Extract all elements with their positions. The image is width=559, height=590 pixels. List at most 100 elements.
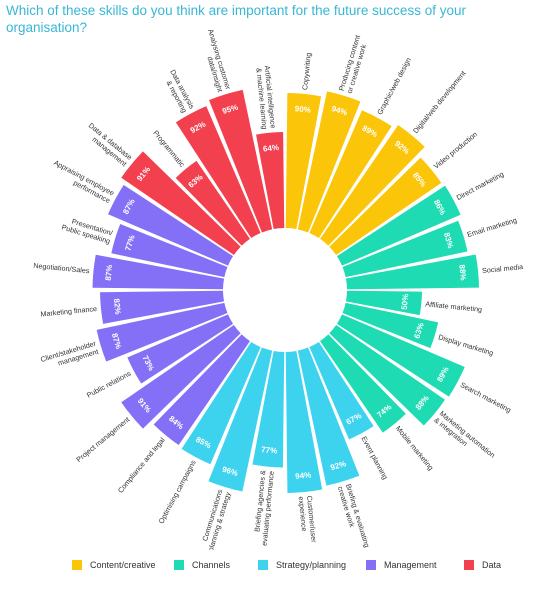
legend-label: Strategy/planning bbox=[276, 560, 347, 570]
value-label: 87% bbox=[110, 332, 123, 350]
item-label: Digital/web development bbox=[411, 69, 468, 135]
item-label: Project management bbox=[74, 415, 131, 464]
bar-segment bbox=[153, 334, 250, 446]
value-label: 92% bbox=[329, 459, 347, 472]
item-label: Direct marketing bbox=[455, 169, 505, 202]
value-label: 95% bbox=[221, 103, 239, 116]
bar-segment bbox=[285, 350, 323, 493]
item-label: Email marketing bbox=[466, 215, 518, 239]
legend-label: Content/creative bbox=[90, 560, 156, 570]
item-label: Marketing finance bbox=[40, 304, 97, 319]
legend-item: Channels bbox=[174, 557, 230, 573]
bar-segment bbox=[121, 151, 241, 255]
legend-swatch bbox=[366, 560, 376, 570]
item-label: Public relations bbox=[85, 369, 133, 400]
value-label: 90% bbox=[294, 104, 311, 115]
bar-segment bbox=[100, 290, 225, 324]
legend-label: Management bbox=[384, 560, 437, 570]
item-label: Artificial intelligence& machine learnin… bbox=[254, 65, 278, 130]
bar-segment bbox=[208, 347, 273, 492]
bar-segment bbox=[256, 132, 285, 230]
legend-swatch bbox=[72, 560, 82, 570]
item-label: Data analysis& reporting bbox=[161, 68, 197, 115]
value-label: 94% bbox=[330, 104, 348, 117]
item-label: Briefing & evaluatingcreative work bbox=[336, 483, 372, 550]
bar-segment bbox=[175, 160, 250, 246]
chart-item-labels: Copywriting Producing contentor creative … bbox=[33, 28, 524, 550]
bar-segment bbox=[96, 302, 228, 362]
item-label: Customer/userexperience bbox=[297, 495, 319, 544]
bar-segment bbox=[252, 350, 285, 468]
item-label: Event planning bbox=[360, 435, 390, 481]
value-label: 63% bbox=[412, 322, 425, 340]
legend-label: Channels bbox=[192, 560, 231, 570]
value-label: 77% bbox=[123, 234, 136, 252]
bar-segment bbox=[108, 184, 234, 266]
item-label: Presentation/Public speaking bbox=[61, 214, 114, 245]
value-label: 88% bbox=[457, 264, 468, 281]
value-label: 64% bbox=[263, 143, 280, 154]
legend-item: Content/creative bbox=[72, 557, 156, 573]
item-label: Display marketing bbox=[437, 332, 494, 357]
item-label: Negotiation/Sales bbox=[33, 261, 90, 276]
item-label: Search marketing bbox=[459, 380, 513, 414]
chart-bars bbox=[92, 89, 479, 493]
item-label: Compliance and legal bbox=[116, 435, 167, 494]
bar-segment bbox=[309, 110, 392, 239]
item-label: Programmatic bbox=[151, 128, 187, 169]
item-label: Graphic/web design bbox=[375, 56, 413, 116]
legend-label: Data bbox=[482, 560, 502, 570]
legend-item: Strategy/planning bbox=[258, 557, 346, 573]
bar-segment bbox=[345, 290, 422, 316]
bar-segment bbox=[92, 254, 225, 290]
item-label: Video production bbox=[432, 130, 479, 171]
item-label: Analysing customerdata/insight bbox=[198, 28, 233, 94]
bar-segment bbox=[127, 314, 234, 384]
bar-segment bbox=[345, 254, 479, 290]
bar-segment bbox=[175, 106, 261, 239]
item-label: Copywriting bbox=[300, 52, 313, 90]
value-label: 96% bbox=[221, 465, 239, 478]
value-label: 83% bbox=[442, 231, 455, 249]
bar-segment bbox=[285, 93, 322, 230]
item-label: Social media bbox=[482, 262, 524, 275]
bar-segment bbox=[209, 89, 273, 233]
bar-segment bbox=[342, 220, 468, 278]
item-label: Briefing agencies &evaluating performanc… bbox=[251, 470, 276, 547]
bar-segment bbox=[121, 325, 241, 429]
item-label: Optimising campaigns bbox=[156, 458, 197, 525]
bar-segment bbox=[309, 341, 374, 440]
bar-segment bbox=[336, 185, 461, 266]
value-label: 77% bbox=[261, 445, 278, 456]
bar-segment bbox=[320, 334, 406, 433]
bar-segment bbox=[336, 314, 465, 397]
legend-swatch bbox=[258, 560, 268, 570]
chart-legend: Content/creative Channels Strategy/plannin… bbox=[72, 557, 552, 573]
item-label: Appraising employeeperformance bbox=[48, 158, 115, 205]
bar-segment bbox=[342, 302, 439, 349]
item-label: Affiliate marketing bbox=[425, 299, 483, 314]
bar-segment bbox=[320, 125, 425, 246]
legend-item: Management bbox=[366, 557, 437, 573]
legend-swatch bbox=[174, 560, 184, 570]
legend-swatch bbox=[464, 560, 474, 570]
item-label: Mobile marketing bbox=[394, 424, 436, 472]
item-label: Data & databasemanagement bbox=[82, 121, 134, 168]
radial-bar-chart: 90% 94%89%92%85%86%83%88%50%63%89%88%74%6… bbox=[33, 28, 524, 550]
value-label: 87% bbox=[104, 264, 115, 281]
item-label: Marketing automation& integration bbox=[433, 409, 498, 466]
bar-segment bbox=[181, 341, 261, 465]
item-label: Client/stakeholdermanagement bbox=[39, 338, 100, 372]
bar-segment bbox=[329, 157, 442, 255]
value-label: 82% bbox=[112, 298, 123, 315]
item-label: Communicationsplanning & strategy bbox=[198, 488, 233, 550]
legend-item: Data bbox=[464, 557, 501, 573]
bar-segment bbox=[329, 325, 446, 426]
chart-title: Which of these skills do you think are i… bbox=[6, 3, 466, 35]
value-label: 94% bbox=[295, 470, 312, 481]
bar-segment bbox=[297, 91, 361, 233]
item-label: Producing contentor creative work bbox=[337, 34, 371, 95]
value-label: 50% bbox=[400, 293, 411, 310]
bar-segment bbox=[297, 347, 360, 486]
bar-segment bbox=[111, 224, 228, 278]
